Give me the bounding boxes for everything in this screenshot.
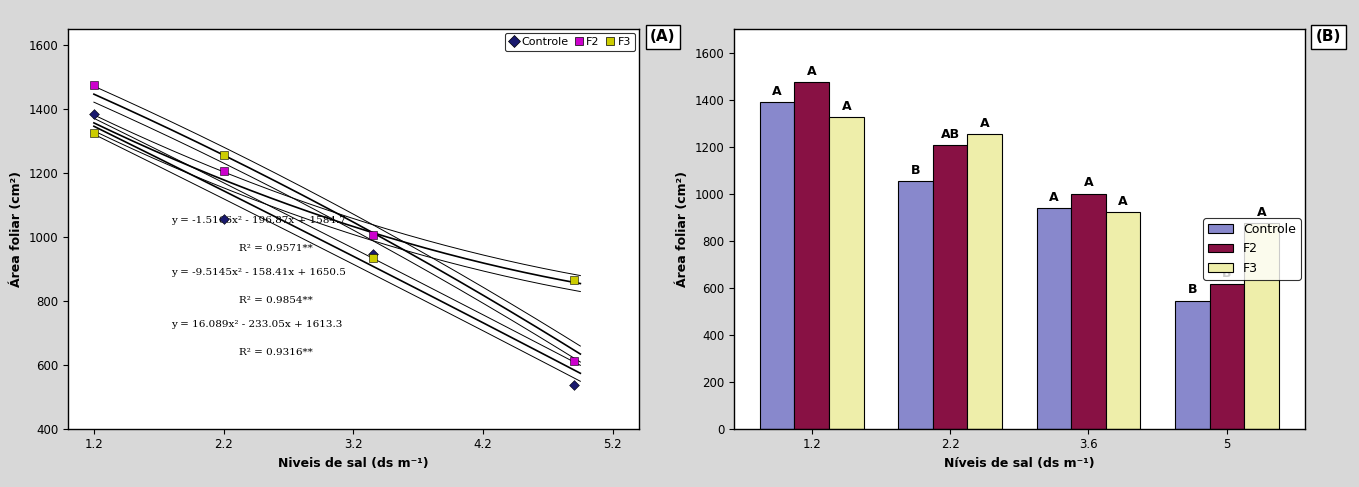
- Point: [83, 110, 105, 118]
- Bar: [829, 117, 863, 429]
- Text: y = 16.089x² - 233.05x + 1613.3: y = 16.089x² - 233.05x + 1613.3: [171, 320, 342, 329]
- Text: AB: AB: [940, 128, 959, 141]
- Legend: Controle, F2, F3: Controle, F2, F3: [1203, 218, 1301, 280]
- Point: [213, 151, 235, 159]
- Text: y = -1.5166x² - 196.87x + 1584.7: y = -1.5166x² - 196.87x + 1584.7: [171, 216, 345, 225]
- Text: A: A: [1083, 176, 1093, 189]
- Text: (A): (A): [650, 29, 675, 44]
- Y-axis label: Área foliar (cm²): Área foliar (cm²): [10, 171, 23, 287]
- Text: A: A: [772, 85, 781, 98]
- Text: A: A: [1049, 190, 1059, 204]
- Bar: [1071, 194, 1106, 429]
- X-axis label: Níveis de sal (ds m⁻¹): Níveis de sal (ds m⁻¹): [945, 457, 1094, 470]
- Point: [361, 231, 383, 239]
- Bar: [1210, 284, 1243, 429]
- Point: [213, 168, 235, 175]
- Y-axis label: Área foliar (cm²): Área foliar (cm²): [675, 171, 689, 287]
- Bar: [1106, 212, 1140, 429]
- Text: R² = 0.9316**: R² = 0.9316**: [239, 348, 313, 357]
- Bar: [795, 82, 829, 429]
- Text: R² = 0.9571**: R² = 0.9571**: [239, 244, 313, 253]
- Text: B: B: [1188, 283, 1197, 296]
- Point: [83, 81, 105, 89]
- Legend: Controle, F2, F3: Controle, F2, F3: [504, 33, 636, 52]
- Text: A: A: [807, 65, 817, 78]
- Point: [563, 357, 584, 365]
- Point: [563, 381, 584, 389]
- Bar: [968, 134, 1002, 429]
- Text: y = -9.5145x² - 158.41x + 1650.5: y = -9.5145x² - 158.41x + 1650.5: [171, 268, 345, 277]
- Bar: [760, 102, 795, 429]
- Point: [213, 215, 235, 223]
- Text: A: A: [1257, 206, 1267, 219]
- Point: [563, 276, 584, 284]
- Text: B: B: [911, 164, 920, 176]
- Text: A: A: [1118, 195, 1128, 208]
- Bar: [898, 181, 932, 429]
- Text: B: B: [1222, 267, 1231, 280]
- Bar: [1176, 300, 1210, 429]
- Bar: [1037, 208, 1071, 429]
- Text: (B): (B): [1316, 29, 1341, 44]
- X-axis label: Niveis de sal (ds m⁻¹): Niveis de sal (ds m⁻¹): [279, 457, 428, 470]
- Point: [83, 129, 105, 137]
- Bar: [1243, 223, 1279, 429]
- Text: A: A: [841, 100, 851, 113]
- Bar: [932, 146, 968, 429]
- Text: A: A: [980, 116, 989, 130]
- Point: [361, 250, 383, 258]
- Point: [361, 254, 383, 262]
- Text: R² = 0.9854**: R² = 0.9854**: [239, 296, 313, 305]
